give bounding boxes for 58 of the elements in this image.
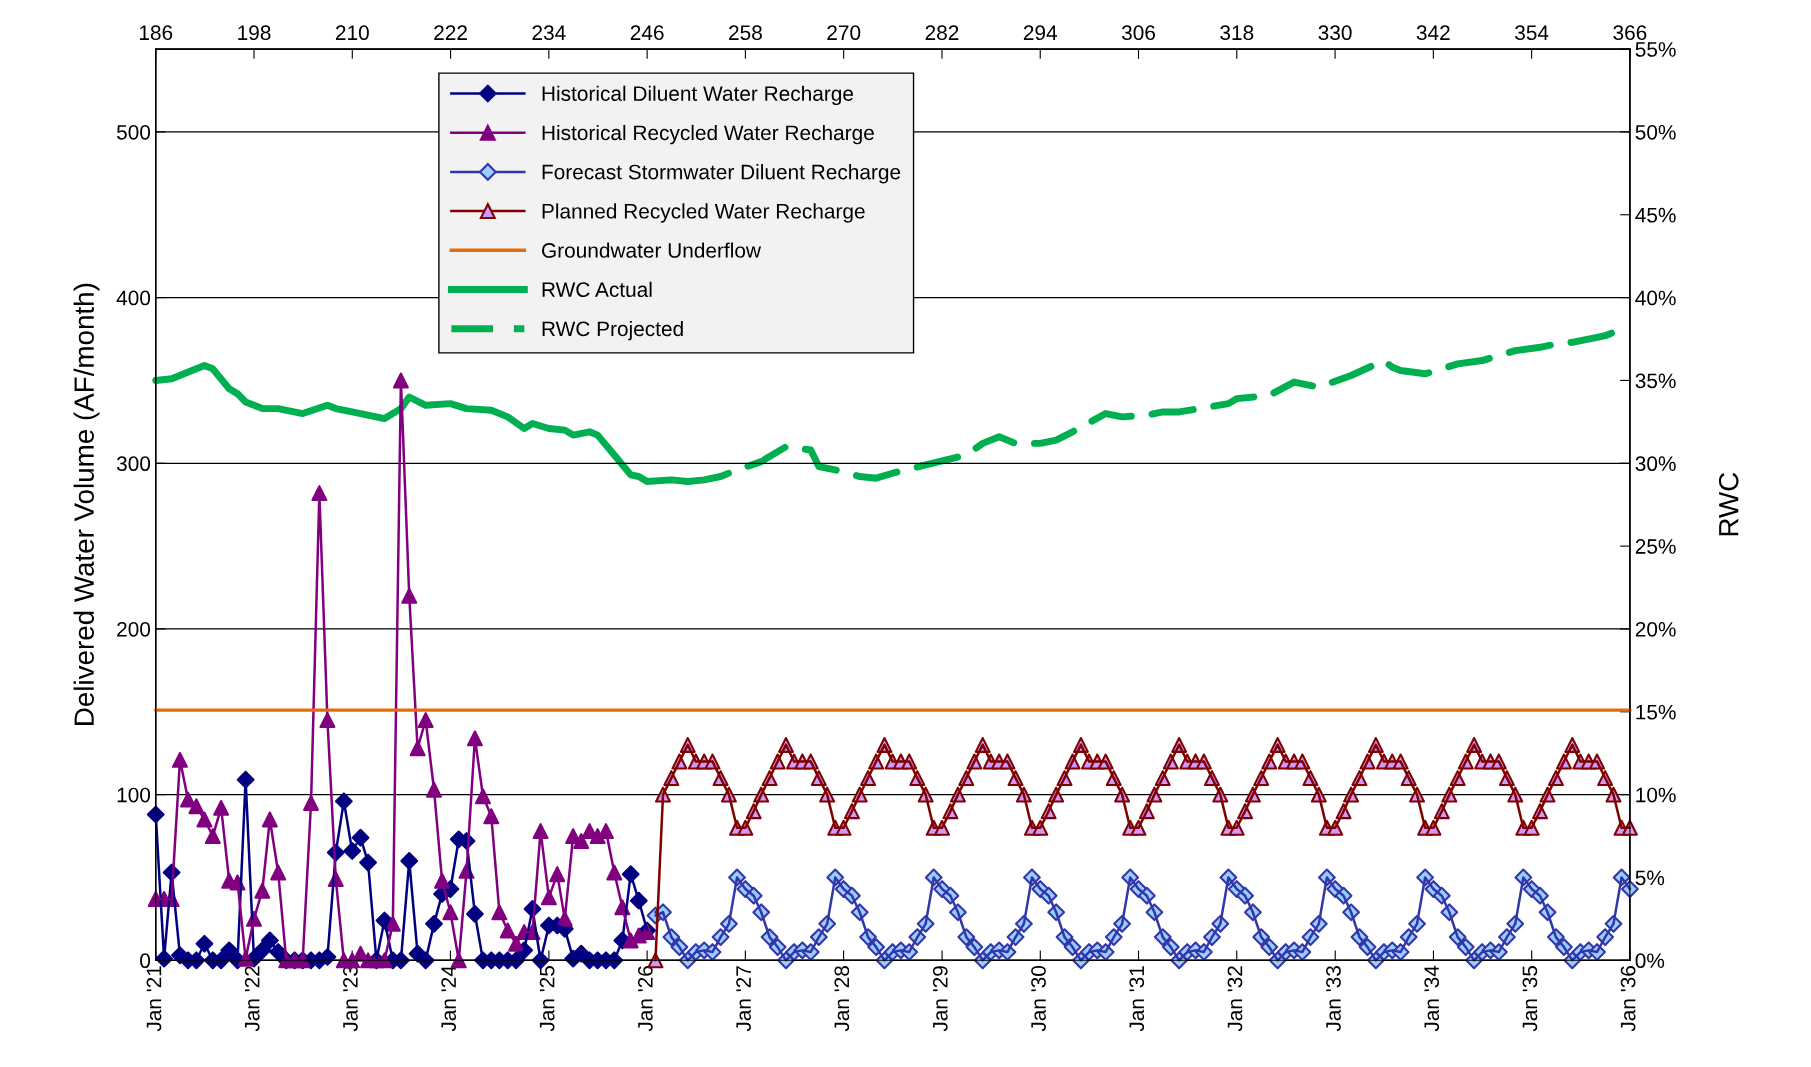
- x-tick-label: Jan '22: [244, 966, 260, 1032]
- y2-axis-title: RWC: [1718, 472, 1739, 536]
- x-tick-label: Jan '24: [441, 965, 457, 1032]
- y-tick-label: 100: [117, 787, 151, 803]
- y2-tick-label: 15%: [1636, 704, 1676, 720]
- x-tick-label: Jan '28: [834, 966, 850, 1032]
- x2-tick-label: 342: [1416, 25, 1450, 41]
- y-tick-label: 300: [116, 456, 151, 472]
- y2-tick-label: 55%: [1635, 42, 1676, 57]
- x-tick-label: Jan '33: [1326, 966, 1341, 1032]
- y-axis-title: Delivered Water Volume (AF/month): [73, 283, 100, 725]
- y2-tick-label: 20%: [1635, 621, 1676, 637]
- x2-tick-label: 246: [630, 25, 664, 41]
- x-tick-label: Jan '26: [637, 966, 653, 1032]
- x-tick-label: Jan '30: [1031, 965, 1046, 1032]
- legend-label: Historical Recycled Water Recharge: [542, 124, 874, 145]
- x-tick-label: Jan '34: [1424, 965, 1440, 1032]
- y2-tick-label: 40%: [1635, 290, 1676, 306]
- legend-label: Forecast Stormwater Diluent Recharge: [542, 164, 901, 184]
- x2-tick-label: 282: [925, 25, 959, 41]
- x-tick-label: Jan '21: [146, 966, 162, 1032]
- y-tick-label: 500: [116, 124, 151, 140]
- x2-tick-label: 186: [139, 25, 173, 41]
- y-tick-label: 400: [116, 290, 151, 306]
- y2-tick-label: 5%: [1635, 870, 1665, 886]
- legend-label: Planned Recycled Water Recharge: [542, 203, 865, 223]
- x-tick-label: Jan '36: [1620, 966, 1636, 1032]
- legend-label: Groundwater Underflow: [542, 242, 762, 258]
- y2-tick-label: 25%: [1635, 539, 1676, 554]
- x2-tick-label: 330: [1318, 25, 1352, 41]
- x-tick-label: Jan '31: [1129, 966, 1145, 1032]
- legend-label: RWC Actual: [542, 281, 652, 298]
- y-tick-label: 200: [117, 621, 151, 637]
- x-tick-label: Jan '25: [539, 966, 555, 1032]
- y2-tick-label: 35%: [1635, 373, 1676, 389]
- legend-label: Historical Diluent Water Recharge: [542, 85, 854, 106]
- x-tick-label: Jan '32: [1227, 966, 1243, 1032]
- x2-tick-label: 318: [1220, 25, 1254, 41]
- y-tick-label: 0: [140, 953, 151, 969]
- y2-tick-label: 30%: [1635, 456, 1676, 472]
- x2-tick-label: 306: [1121, 25, 1155, 41]
- x2-tick-label: 270: [827, 25, 861, 41]
- x2-tick-label: 210: [335, 25, 369, 41]
- y2-tick-label: 10%: [1636, 787, 1676, 803]
- y2-tick-label: 45%: [1635, 207, 1676, 223]
- x2-tick-label: 258: [729, 25, 762, 41]
- x2-tick-label: 366: [1613, 25, 1647, 41]
- legend-label: RWC Projected: [542, 320, 683, 341]
- x-tick-label: Jan '29: [932, 966, 948, 1032]
- x-tick-label: Jan '35: [1522, 966, 1538, 1032]
- x2-tick-label: 294: [1023, 25, 1058, 41]
- x2-tick-label: 234: [532, 25, 566, 41]
- y2-tick-label: 50%: [1635, 124, 1676, 140]
- x2-tick-label: 198: [238, 25, 271, 41]
- y2-tick-label: 0%: [1635, 953, 1665, 969]
- x2-tick-label: 354: [1515, 25, 1549, 41]
- x-tick-label: Jan '27: [736, 966, 751, 1032]
- x2-tick-label: 222: [434, 25, 467, 40]
